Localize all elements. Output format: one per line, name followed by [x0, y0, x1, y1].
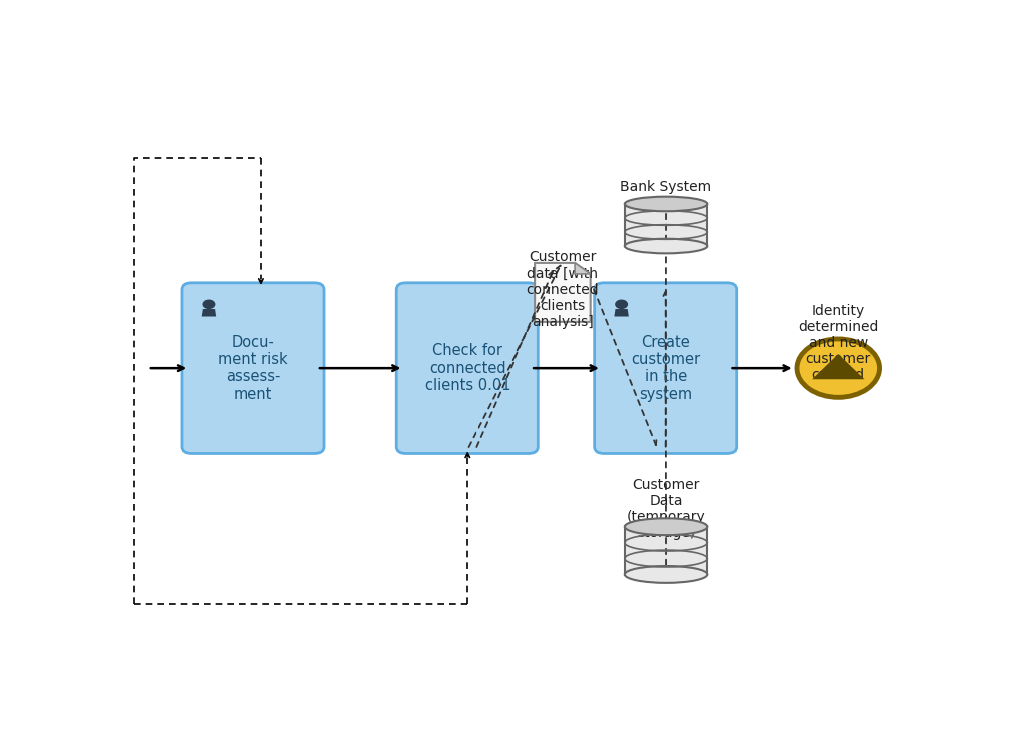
Text: Check for
connected
clients 0.01: Check for connected clients 0.01: [425, 343, 510, 393]
Ellipse shape: [625, 197, 708, 211]
Ellipse shape: [625, 239, 708, 254]
Polygon shape: [575, 263, 591, 274]
Polygon shape: [812, 354, 864, 379]
Text: Customer
Data
(temporary
storage): Customer Data (temporary storage): [627, 477, 706, 540]
Circle shape: [615, 300, 628, 308]
Text: Create
customer
in the
system: Create customer in the system: [631, 335, 700, 402]
Text: Docu-
ment risk
assess-
ment: Docu- ment risk assess- ment: [218, 335, 288, 402]
Polygon shape: [614, 309, 629, 316]
Ellipse shape: [625, 566, 708, 583]
Text: Identity
determined
and new
customer
created: Identity determined and new customer cre…: [798, 303, 879, 383]
Text: Customer
data [with
connected
clients
analysis]: Customer data [with connected clients an…: [526, 250, 599, 329]
FancyBboxPatch shape: [396, 283, 539, 453]
FancyBboxPatch shape: [182, 283, 324, 453]
Circle shape: [203, 300, 215, 308]
Bar: [625, 204, 708, 246]
Bar: [625, 527, 708, 574]
Circle shape: [797, 339, 880, 397]
Polygon shape: [536, 263, 591, 321]
FancyBboxPatch shape: [595, 283, 736, 453]
Polygon shape: [202, 309, 216, 316]
Text: +: +: [459, 418, 475, 437]
Text: Bank System: Bank System: [621, 180, 712, 194]
Ellipse shape: [625, 518, 708, 535]
